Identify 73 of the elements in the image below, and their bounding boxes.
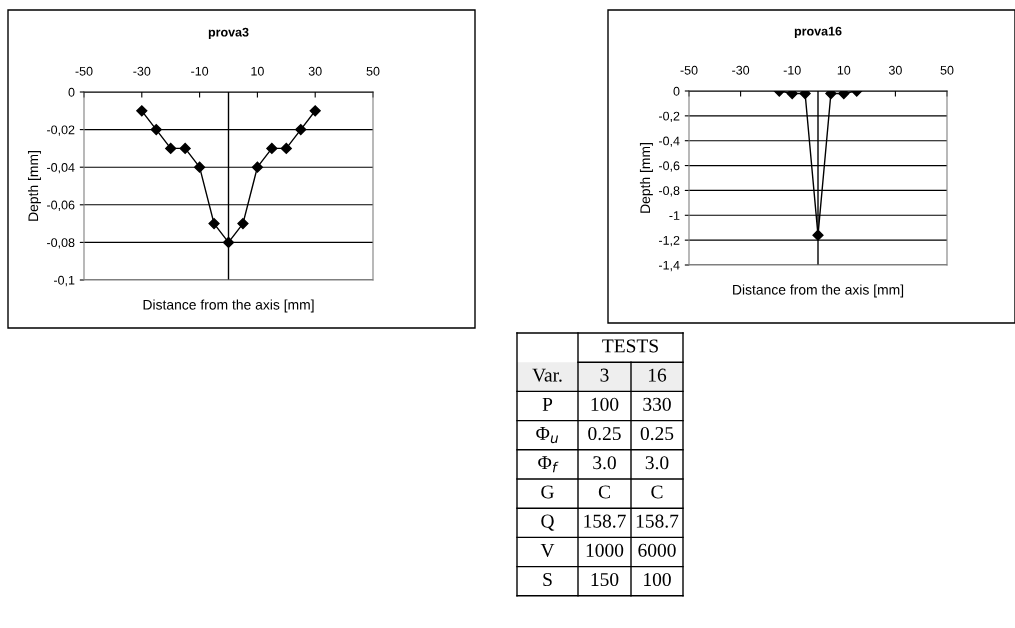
text: 3.0	[593, 456, 616, 470]
point	[838, 91, 850, 100]
point	[150, 123, 162, 136]
point	[280, 142, 292, 155]
point	[237, 217, 249, 230]
point	[251, 161, 264, 173]
y-axis-title: Depth [mm]	[639, 143, 653, 213]
text: 158.7	[584, 514, 626, 528]
y-tick-label: -1,4	[658, 260, 680, 272]
y-axis-title: Depth [mm]	[27, 151, 41, 221]
x-tick-label: 50	[940, 65, 954, 75]
x-tick-label: -30	[133, 66, 151, 76]
text: 0.25	[588, 426, 621, 441]
point	[799, 91, 811, 100]
text: 0.25	[640, 426, 674, 441]
category-label: 3	[600, 368, 609, 382]
y-tick-label: -1,2	[658, 235, 680, 247]
x-axis-title: Distance from the axis [mm]	[143, 299, 314, 313]
y-tick-label: -0,02	[47, 125, 75, 136]
x-tick-label: 30	[308, 66, 322, 76]
x-tick-label: -30	[732, 65, 750, 75]
x-tick-label: -10	[783, 65, 801, 75]
text: C	[598, 485, 610, 499]
point	[136, 105, 148, 117]
y-tick-label: -0,2	[658, 111, 680, 122]
y-tick-label: 0	[673, 86, 680, 96]
point	[193, 161, 206, 173]
y-tick-label: -0,04	[47, 163, 75, 174]
category-label: P	[542, 397, 553, 411]
category-label: G	[541, 485, 554, 499]
category-label: Q	[541, 514, 555, 531]
y-tick-label: 0	[68, 87, 75, 97]
x-tick-label: -10	[191, 66, 209, 76]
text: 150	[591, 572, 619, 587]
text: 100	[644, 572, 671, 587]
point	[825, 91, 837, 100]
point	[266, 142, 278, 155]
chart-title: prova16	[794, 26, 842, 39]
category-label: V	[540, 543, 555, 557]
point	[786, 91, 798, 100]
text: 3.0	[645, 456, 669, 470]
text: 100	[591, 397, 619, 411]
y-tick-label: -0,4	[658, 136, 680, 147]
text: 6000	[638, 543, 676, 557]
point	[309, 105, 321, 117]
category-label: 16	[648, 368, 667, 382]
point	[165, 142, 177, 155]
y-tick-label: -0,8	[658, 186, 680, 197]
text: Var.	[532, 368, 562, 382]
x-tick-label: 50	[366, 66, 380, 76]
text: 1000	[586, 543, 624, 557]
category-label: Φ$_{f}$	[538, 456, 559, 473]
x-tick-label: 10	[837, 65, 851, 75]
y-tick-label: -1	[669, 211, 680, 220]
point	[295, 123, 307, 136]
point	[179, 142, 191, 155]
y-tick-label: -0,06	[47, 200, 75, 211]
x-tick-label: -50	[75, 66, 93, 76]
text: TESTS	[602, 339, 658, 353]
y-tick-label: -0,1	[53, 275, 75, 287]
text: C	[651, 485, 663, 499]
text: 158.7	[636, 514, 679, 528]
category-label: Φ$_{u}$	[536, 427, 559, 444]
x-axis-title: Distance from the axis [mm]	[733, 284, 904, 298]
x-tick-label: -50	[680, 65, 698, 75]
y-tick-label: -0,08	[47, 238, 75, 249]
y-tick-label: -0,6	[658, 161, 680, 172]
x-tick-label: 10	[251, 66, 264, 76]
x-tick-label: 30	[888, 65, 902, 75]
chart-title: prova3	[208, 27, 249, 40]
text: 330	[643, 397, 671, 411]
category-label: S	[543, 573, 552, 587]
point	[208, 217, 220, 230]
